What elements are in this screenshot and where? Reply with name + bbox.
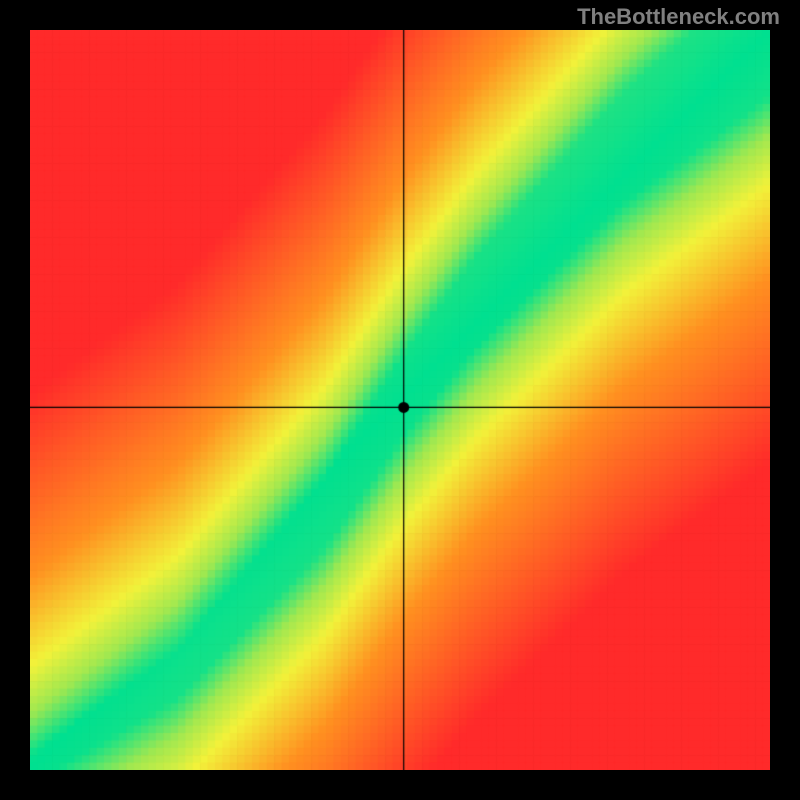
bottleneck-heatmap [30, 30, 770, 770]
chart-container: TheBottleneck.com [0, 0, 800, 800]
watermark-text: TheBottleneck.com [577, 4, 780, 30]
